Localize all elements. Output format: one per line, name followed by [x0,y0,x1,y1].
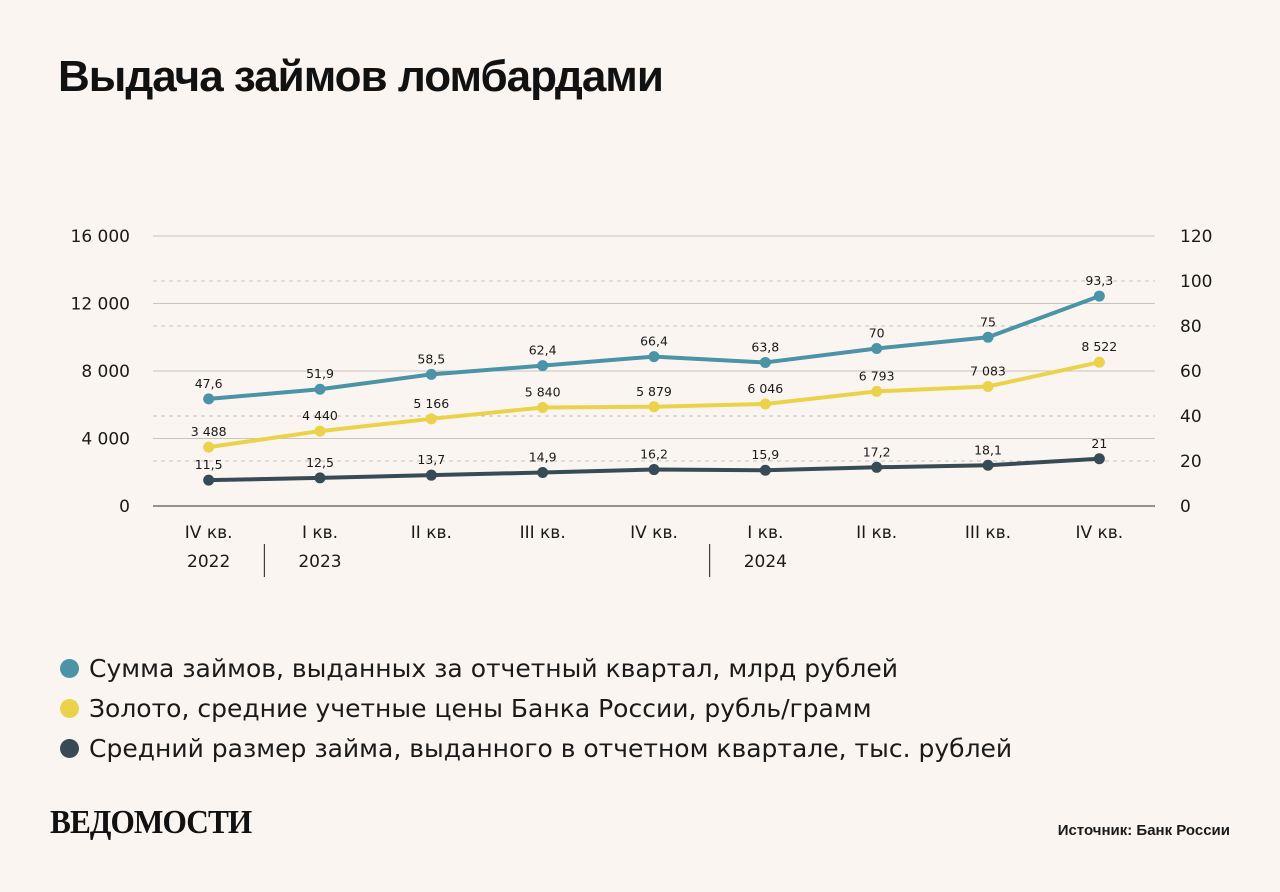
data-point [1093,453,1105,465]
year-label: 2023 [298,552,341,572]
data-point [425,368,437,380]
right-axis-tick-label: 40 [1180,407,1202,427]
data-point [759,464,771,476]
left-axis-tick-label: 16 000 [71,227,130,247]
x-axis-tick-label: II кв. [856,523,897,543]
data-label: 17,2 [863,444,891,459]
data-point [871,385,883,397]
data-label: 15,9 [751,447,779,462]
data-point [425,469,437,481]
data-label: 51,9 [306,366,334,381]
legend-label: Золото, средние учетные цены Банка Росси… [89,693,872,723]
data-label: 70 [869,326,885,341]
data-point [648,464,660,476]
data-point [537,466,549,478]
x-axis-tick-label: IV кв. [185,523,233,543]
right-axis-tick-label: 100 [1180,272,1212,292]
legend-item-avg-loan: Средний размер займа, выданного в отчетн… [60,728,1012,768]
data-label: 4 440 [302,408,338,423]
chart-title: Выдача займов ломбардами [58,52,664,101]
data-label: 5 879 [636,384,672,399]
legend-marker [60,738,79,758]
data-label: 62,4 [529,343,557,358]
x-axis-tick-label: II кв. [411,523,452,543]
legend-marker [60,658,79,678]
legend-label: Средний размер займа, выданного в отчетн… [89,733,1013,763]
x-axis-tick-label: IV кв. [1075,523,1123,543]
data-label: 66,4 [640,334,668,349]
data-point [982,459,994,471]
data-label: 14,9 [529,449,557,464]
data-point [203,474,215,486]
data-point [425,413,437,425]
vedomosti-logo: ВЕДОМОСТИ [50,804,252,841]
left-axis-tick-label: 12 000 [71,295,130,315]
data-label: 12,5 [306,455,334,470]
right-axis-tick-label: 60 [1180,362,1202,382]
data-label: 5 840 [525,384,561,399]
data-label: 75 [980,314,996,329]
data-point [203,393,215,405]
right-axis-tick-label: 120 [1180,227,1212,247]
legend-marker [60,698,79,718]
data-label: 47,6 [195,376,223,391]
data-label: 3 488 [191,424,227,439]
data-point [982,331,994,343]
data-label: 16,2 [640,447,668,462]
legend-item-loans-sum: Сумма займов, выданных за отчетный кварт… [60,648,1012,688]
data-label: 8 522 [1081,339,1117,354]
x-axis-tick-label: I кв. [302,523,338,543]
year-label: 2022 [187,552,230,572]
data-point [1093,290,1105,302]
data-point [871,343,883,354]
year-label: 2024 [744,552,787,572]
data-point [537,360,549,372]
data-label: 21 [1091,436,1107,451]
data-label: 18,1 [974,442,1002,457]
data-point [871,461,883,473]
right-axis-tick-label: 80 [1180,317,1202,337]
left-axis-tick-label: 0 [119,497,130,517]
line-chart: 16 000 12 000 8 000 4 000 0 120 100 80 60 40 20 0 IV… [71,227,1212,577]
x-axis-tick-label: IV кв. [630,523,678,543]
data-label: 13,7 [417,452,445,467]
source-note: Источник: Банк России [1057,822,1230,839]
data-label: 58,5 [417,351,445,366]
data-label: 93,3 [1085,273,1113,288]
data-point [648,351,660,363]
data-point [759,398,771,410]
left-axis-tick-label: 8 000 [81,362,130,382]
x-axis-tick-label: III кв. [520,523,566,543]
legend-item-gold-price: Золото, средние учетные цены Банка Росси… [60,688,1012,728]
data-point [648,401,660,413]
data-label: 6 793 [859,368,895,383]
right-axis-tick-label: 20 [1180,452,1202,472]
x-axis-tick-label: I кв. [747,523,783,543]
data-label: 5 166 [413,396,449,411]
data-point [1093,356,1105,368]
data-point [982,380,994,392]
data-label: 63,8 [751,339,779,354]
data-point [314,472,326,484]
x-axis-tick-label: III кв. [965,523,1011,543]
data-point [314,383,326,395]
data-point [314,425,326,437]
right-axis-tick-label: 0 [1180,497,1191,517]
data-label: 6 046 [747,381,783,396]
legend: Сумма займов, выданных за отчетный кварт… [60,648,1012,768]
data-point [537,401,549,413]
left-axis-tick-label: 4 000 [81,430,130,450]
data-label: 11,5 [195,457,223,472]
legend-label: Сумма займов, выданных за отчетный кварт… [89,653,898,683]
data-label: 7 083 [970,363,1006,378]
data-point [759,356,771,368]
data-point [203,441,215,453]
